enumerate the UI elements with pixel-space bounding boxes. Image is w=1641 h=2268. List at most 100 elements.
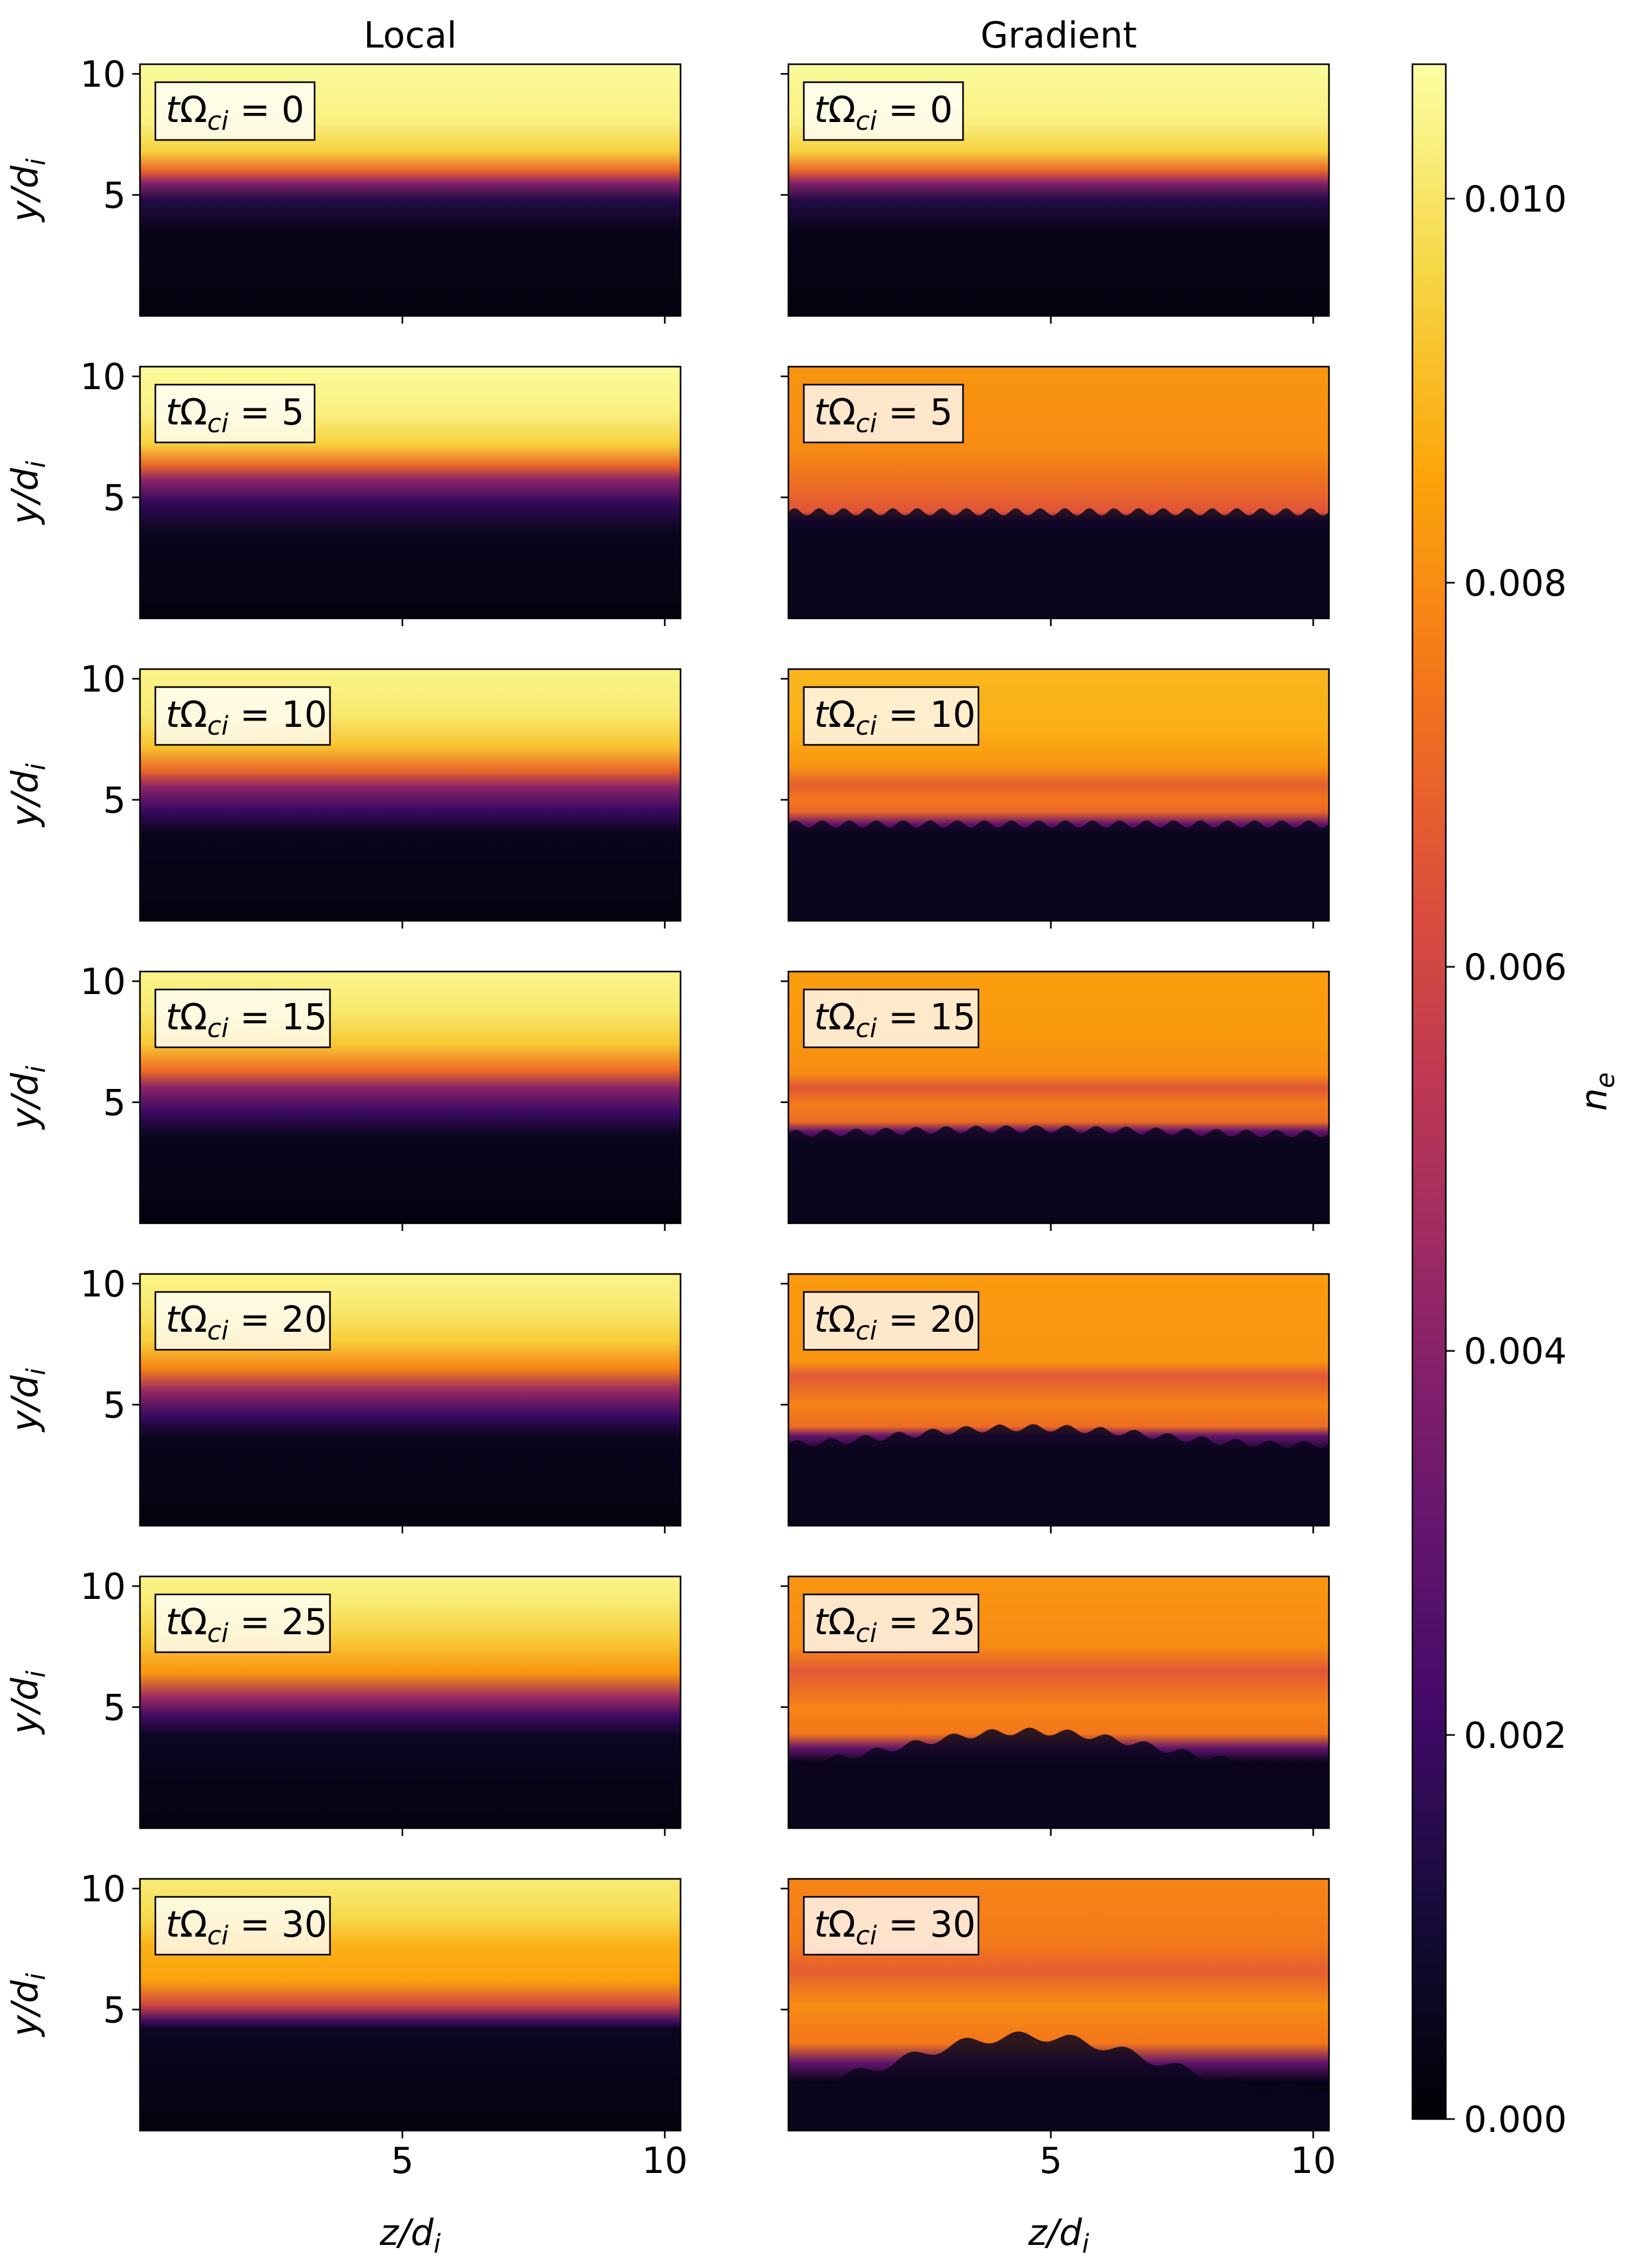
- colorbar-tick-label: 0.010: [1464, 179, 1567, 220]
- time-annotation: tΩci = 20: [154, 1291, 331, 1351]
- annotation-box: [154, 81, 316, 141]
- panel-frame: [139, 365, 682, 620]
- annotation-label: tΩci = 10: [814, 694, 976, 741]
- colorbar-tick-label: 0.006: [1464, 947, 1567, 989]
- panel-gradient-t10: tΩci = 10: [781, 668, 1330, 929]
- time-annotation: tΩci = 10: [154, 686, 331, 746]
- dense-edge-wave: [788, 1125, 1329, 1223]
- colorbar-tick-label: 0.004: [1464, 1331, 1567, 1373]
- panel-frame: [787, 1575, 1330, 1829]
- x-axis-label: z/di: [1028, 2212, 1090, 2259]
- time-annotation: tΩci = 15: [154, 988, 331, 1049]
- annotation-box: [803, 383, 964, 444]
- panel-local-t0: 5 10 y/di tΩci = 0: [4, 54, 682, 324]
- dense-edge-wave: [788, 508, 1329, 618]
- panel-local-t5: 5 10 y/di tΩci = 5: [4, 356, 682, 626]
- y-axis-label: y/di: [4, 1368, 51, 1433]
- annotation-label: tΩci = 5: [814, 392, 953, 439]
- time-annotation: tΩci = 25: [803, 1593, 980, 1653]
- annotation-box: [154, 988, 331, 1049]
- time-annotation: tΩci = 30: [803, 1896, 980, 1956]
- x-tick-label: 5: [391, 2140, 414, 2182]
- annotation-box: [803, 1291, 980, 1351]
- colorbar: 0.000 0.002 0.004 0.006 0.008 0.010 ne: [1411, 63, 1620, 2141]
- y-tick-label: 10: [80, 356, 126, 398]
- panel-frame: [787, 1878, 1330, 2132]
- annotation-label: tΩci = 30: [814, 1904, 976, 1951]
- y-tick-label: 10: [80, 1264, 126, 1305]
- panel-gradient-t5: tΩci = 5: [781, 365, 1330, 626]
- y-tick-label: 5: [103, 1385, 126, 1427]
- y-axis-label: y/di: [4, 1066, 51, 1131]
- panel-frame: [139, 1575, 682, 1829]
- annotation-box: [803, 686, 980, 746]
- y-tick-label: 10: [80, 1566, 126, 1608]
- annotation-box: [803, 988, 980, 1049]
- time-annotation: tΩci = 10: [803, 686, 980, 746]
- y-tick-label: 5: [103, 1990, 126, 2032]
- colorbar-label: ne: [1574, 1072, 1620, 1111]
- annotation-label: tΩci = 20: [814, 1299, 976, 1346]
- annotation-label: tΩci = 15: [166, 997, 327, 1043]
- time-annotation: tΩci = 0: [154, 81, 316, 141]
- colorbar-gradient: [1411, 63, 1447, 2120]
- panel-frame: [787, 365, 1330, 620]
- annotation-box: [154, 1593, 331, 1653]
- panel-frame: [787, 63, 1330, 317]
- annotation-label: tΩci = 25: [166, 1601, 327, 1648]
- panel-frame: [787, 1273, 1330, 1527]
- panel-local-t30: 5 10 5 10 y/di tΩci = 30: [4, 1869, 688, 2182]
- panel-local-t10: 5 10 y/di tΩci = 10: [4, 659, 682, 929]
- heatmap-field: [788, 1274, 1329, 1526]
- annotation-box: [154, 686, 331, 746]
- panel-grid: 5 10 y/di tΩci = 0 5 10 y/di tΩci = 5 5 10 y/di tΩc…: [4, 15, 1336, 2259]
- y-tick-label: 10: [80, 961, 126, 1003]
- panel-gradient-t25: tΩci = 25: [781, 1575, 1330, 1836]
- panel-gradient-t20: tΩci = 20: [781, 1273, 1330, 1533]
- y-tick-label: 10: [80, 1869, 126, 1910]
- x-tick-label: 5: [1039, 2140, 1063, 2182]
- dense-edge-wave: [788, 2031, 1329, 2131]
- dense-edge-wave: [788, 820, 1329, 921]
- annotation-box: [803, 1896, 980, 1956]
- annotation-label: tΩci = 15: [814, 997, 976, 1043]
- y-tick-label: 5: [103, 1083, 126, 1124]
- column-title-local: Local: [363, 15, 456, 57]
- y-tick-label: 5: [103, 780, 126, 822]
- panel-frame: [787, 970, 1330, 1225]
- annotation-label: tΩci = 30: [166, 1904, 327, 1951]
- y-axis-label: y/di: [4, 159, 51, 223]
- panel-local-t25: 5 10 y/di tΩci = 25: [4, 1566, 682, 1836]
- panel-frame: [787, 668, 1330, 922]
- y-tick-label: 10: [80, 659, 126, 701]
- panel-local-t15: 5 10 y/di tΩci = 15: [4, 961, 682, 1231]
- annotation-box: [154, 383, 316, 444]
- heatmap-field: [788, 972, 1329, 1223]
- annotation-label: tΩci = 10: [166, 694, 327, 741]
- time-annotation: tΩci = 25: [154, 1593, 331, 1653]
- y-tick-label: 10: [80, 54, 126, 96]
- annotation-label: tΩci = 0: [814, 89, 953, 136]
- time-annotation: tΩci = 5: [803, 383, 964, 444]
- panel-frame: [139, 1878, 682, 2132]
- annotation-label: tΩci = 20: [166, 1299, 327, 1346]
- y-axis-label: y/di: [4, 763, 51, 828]
- panel-frame: [139, 63, 682, 317]
- panel-local-t20: 5 10 y/di tΩci = 20: [4, 1264, 682, 1533]
- y-tick-label: 5: [103, 478, 126, 519]
- x-axis-label: z/di: [379, 2212, 441, 2259]
- annotation-label: tΩci = 0: [166, 89, 304, 136]
- panel-gradient-t0: tΩci = 0: [781, 63, 1330, 324]
- x-tick-label: 10: [1290, 2140, 1336, 2182]
- time-annotation: tΩci = 30: [154, 1896, 331, 1956]
- colorbar-tick-label: 0.000: [1464, 2099, 1567, 2141]
- panel-gradient-t15: tΩci = 15: [781, 970, 1330, 1231]
- heatmap-field: [788, 1576, 1329, 1828]
- panel-frame: [139, 1273, 682, 1527]
- panel-frame: [139, 668, 682, 922]
- annotation-label: tΩci = 25: [814, 1601, 976, 1648]
- panel-gradient-t30: 5 10 tΩci = 30: [781, 1878, 1336, 2182]
- dense-edge-wave: [788, 1424, 1329, 1526]
- dense-edge-wave: [788, 1727, 1329, 1828]
